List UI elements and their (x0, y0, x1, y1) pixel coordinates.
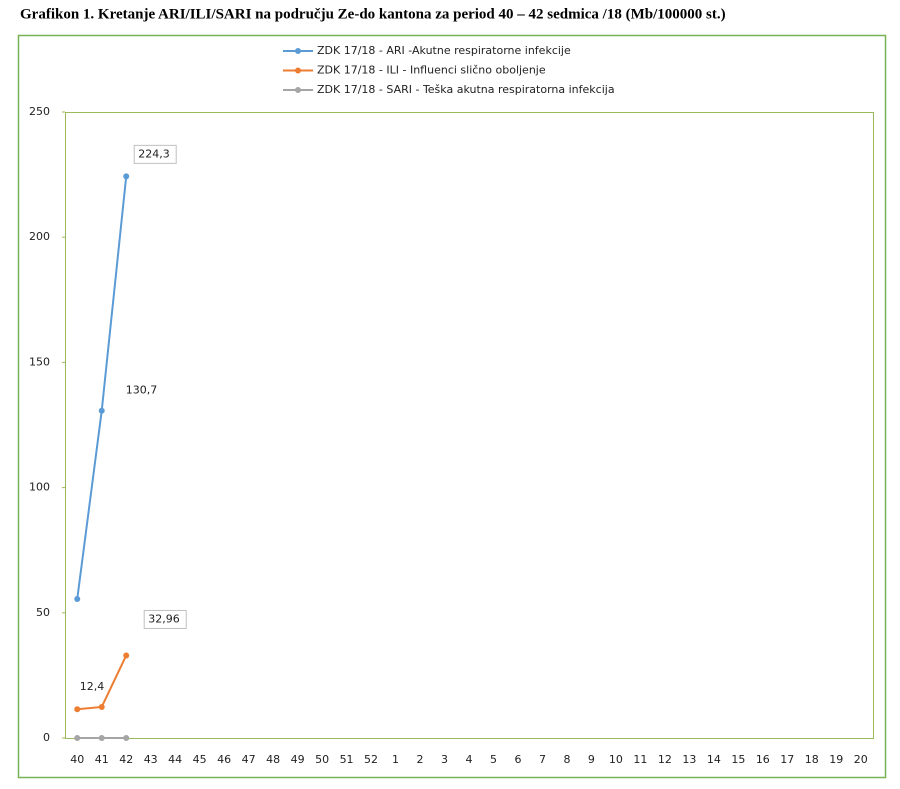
legend-label: ZDK 17/18 - SARI - Teška akutna respirat… (317, 83, 615, 96)
legend-label: ZDK 17/18 - ARI -Akutne respiratorne inf… (317, 44, 571, 57)
x-tick-label: 44 (168, 753, 182, 766)
data-label: 32,96 (148, 612, 180, 625)
chart-frame (17, 34, 887, 779)
data-point (98, 735, 105, 741)
x-tick-label: 50 (315, 753, 329, 766)
x-tick-label: 47 (242, 753, 256, 766)
y-tick-label: 150 (29, 355, 50, 368)
x-tick-label: 9 (588, 753, 595, 766)
data-label-box (133, 144, 177, 164)
data-point (123, 652, 130, 659)
data-label: 130,7 (126, 384, 157, 397)
x-tick-label: 11 (633, 753, 647, 766)
chart-title: Grafikon 1. Kretanje ARI/ILI/SARI na pod… (20, 6, 726, 22)
x-tick-label: 5 (490, 753, 497, 766)
legend-marker (295, 67, 301, 74)
y-tick-label: 50 (36, 606, 50, 619)
data-label: 12,4 (80, 680, 105, 693)
data-point (98, 407, 105, 414)
y-tick-label: 250 (29, 105, 50, 118)
x-tick-label: 12 (658, 753, 672, 766)
x-tick-label: 16 (756, 753, 770, 766)
x-tick-label: 18 (805, 753, 819, 766)
y-tick-label: 100 (29, 481, 50, 494)
y-tick-label: 200 (29, 230, 50, 243)
data-point (98, 703, 105, 710)
x-tick-label: 15 (731, 753, 745, 766)
x-tick-label: 4 (466, 753, 473, 766)
x-tick-label: 52 (364, 753, 378, 766)
x-tick-label: 51 (340, 753, 354, 766)
x-tick-label: 20 (854, 753, 868, 766)
legend-marker (295, 48, 301, 54)
data-point (74, 596, 81, 603)
x-tick-label: 41 (95, 753, 109, 766)
x-tick-label: 10 (609, 753, 623, 766)
x-tick-label: 3 (441, 753, 448, 766)
x-tick-label: 48 (266, 753, 280, 766)
x-tick-label: 19 (829, 753, 843, 766)
x-tick-label: 6 (514, 753, 521, 766)
data-point (123, 173, 130, 180)
x-tick-label: 40 (70, 753, 84, 766)
data-point (74, 735, 81, 741)
plot-area (65, 112, 874, 739)
x-tick-label: 42 (119, 753, 133, 766)
x-tick-label: 1 (392, 753, 399, 766)
x-tick-label: 43 (144, 753, 158, 766)
x-tick-label: 46 (217, 753, 231, 766)
data-label-box (143, 609, 187, 629)
x-tick-label: 8 (563, 753, 570, 766)
x-tick-label: 49 (291, 753, 305, 766)
legend-marker (295, 87, 301, 93)
data-point (74, 706, 81, 713)
x-tick-label: 2 (417, 753, 424, 766)
x-tick-label: 45 (193, 753, 207, 766)
y-tick-label: 0 (43, 731, 50, 744)
x-tick-label: 14 (707, 753, 721, 766)
data-label: 224,3 (138, 147, 170, 160)
x-tick-label: 17 (780, 753, 794, 766)
series-line (76, 176, 128, 600)
x-tick-label: 13 (682, 753, 696, 766)
legend-label: ZDK 17/18 - ILI - Influenci slično obolj… (317, 64, 546, 77)
x-tick-label: 7 (539, 753, 546, 766)
data-point (123, 735, 130, 741)
